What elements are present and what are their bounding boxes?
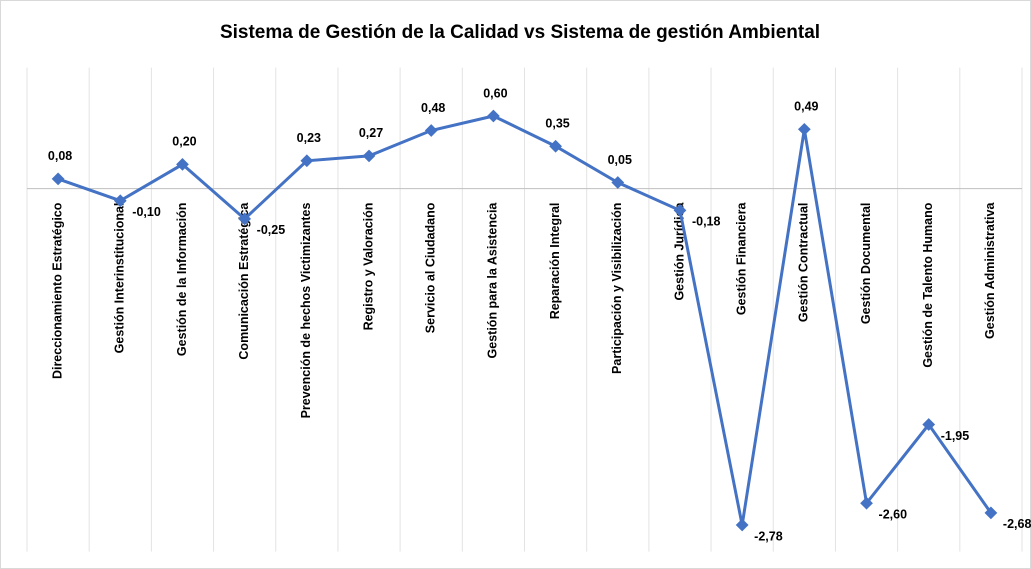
x-tick-label: Comunicación Estratégica: [237, 202, 251, 360]
value-label: -1,95: [941, 429, 970, 443]
marker: [300, 154, 314, 168]
value-label: 0,23: [297, 131, 321, 145]
value-label: 0,35: [545, 117, 569, 131]
x-tick-label: Gestión Interinstitucional: [113, 203, 127, 354]
x-tick-label: Registro y Valoración: [361, 203, 375, 331]
marker: [51, 172, 65, 186]
value-label: -0,25: [257, 223, 286, 237]
x-tick-label: Participación y Visibilización: [610, 203, 624, 374]
x-tick-label: Servicio al Ciudadano: [424, 202, 438, 333]
value-label: -2,68: [1003, 517, 1031, 531]
marker: [176, 158, 189, 171]
value-label: -0,10: [132, 205, 161, 219]
value-label: 0,60: [483, 86, 507, 100]
value-label: 0,27: [359, 126, 383, 140]
line-series: [57, 114, 993, 526]
value-label: 0,05: [608, 153, 632, 167]
value-label: -0,18: [692, 215, 721, 229]
marker: [487, 109, 500, 123]
marker: [238, 212, 252, 226]
x-tick-label: Gestión de la Información: [175, 203, 189, 357]
marker: [113, 194, 127, 208]
x-tick-label: Reparación Integral: [548, 203, 562, 320]
value-label: -2,78: [754, 529, 783, 543]
value-label: -2,60: [879, 507, 908, 521]
value-label: 0,08: [48, 149, 72, 163]
x-tick-label: Gestión para la Asistencia: [486, 202, 500, 359]
x-tick-label: Gestión Contractual: [797, 203, 811, 322]
marker: [362, 149, 376, 163]
chart-title: Sistema de Gestión de la Calidad vs Sist…: [220, 22, 820, 43]
x-tick-label: Gestión Financiera: [734, 202, 748, 316]
value-label: 0,20: [172, 135, 196, 149]
x-tick-label: Gestión Jurídica: [672, 202, 686, 301]
value-label: 0,48: [421, 101, 445, 115]
x-tick-label: Prevención de hechos Victimizantes: [299, 203, 313, 419]
x-tick-label: Gestión Administrativa: [983, 202, 997, 339]
x-tick-label: Gestión Documental: [859, 203, 873, 325]
x-tick-label: Direccionamiento Estratégico: [50, 202, 64, 379]
x-tick-label: Gestión de Talento Humano: [921, 202, 935, 367]
value-label: 0,49: [794, 100, 818, 114]
